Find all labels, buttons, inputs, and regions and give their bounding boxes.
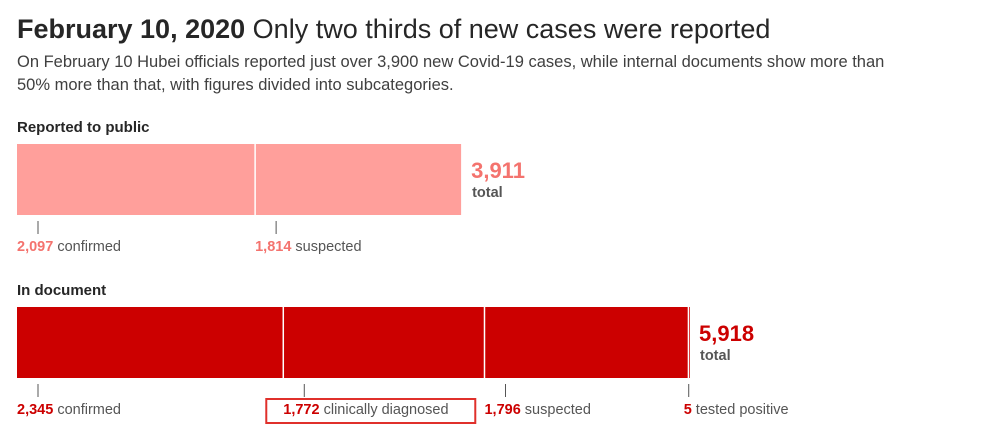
document-total-caption: total	[700, 348, 731, 364]
document-label-confirmed: 2,345 confirmed	[17, 402, 121, 418]
document-category-confirmed: confirmed	[53, 402, 121, 418]
reported-label-suspected: 1,814 suspected	[255, 239, 361, 255]
reported-category-suspected: suspected	[291, 239, 361, 255]
document-label-tested-positive: 5 tested positive	[684, 402, 789, 418]
document-category-tested-positive: tested positive	[692, 402, 789, 418]
document-bar-suspected	[484, 307, 689, 378]
reported-value-suspected: 1,814	[255, 239, 291, 255]
reported-total-caption: total	[472, 185, 503, 201]
document-category-clinically-diagnosed: clinically diagnosed	[320, 402, 449, 418]
reported-label-confirmed: 2,097 confirmed	[17, 239, 121, 255]
document-category-suspected: suspected	[521, 402, 591, 418]
document-total-value: 5,918	[699, 321, 754, 346]
reported-section-label: Reported to public	[17, 119, 150, 136]
chart-description: On February 10 Hubei officials reported …	[17, 53, 885, 94]
reported-total-value: 3,911	[471, 158, 525, 183]
document-label-suspected: 1,796 suspected	[484, 402, 590, 418]
headline-date: February 10, 2020	[17, 14, 246, 44]
document-value-confirmed: 2,345	[17, 402, 53, 418]
reported-bar-suspected	[255, 144, 462, 215]
document-value-tested-positive: 5	[684, 402, 692, 418]
reported-category-confirmed: confirmed	[53, 239, 121, 255]
reported-value-confirmed: 2,097	[17, 239, 53, 255]
document-value-suspected: 1,796	[484, 402, 520, 418]
reported-bar-confirmed	[17, 144, 256, 215]
document-bar-confirmed	[17, 307, 284, 378]
headline: February 10, 2020 Only two thirds of new…	[17, 12, 770, 46]
document-value-clinically-diagnosed: 1,772	[283, 402, 319, 418]
highlight-box	[265, 398, 477, 424]
headline-title: Only two thirds of new cases were report…	[252, 14, 771, 44]
document-section-label: In document	[17, 282, 107, 299]
document-label-clinically-diagnosed: 1,772 clinically diagnosed	[283, 402, 448, 418]
document-bar-clinically-diagnosed	[283, 307, 485, 378]
